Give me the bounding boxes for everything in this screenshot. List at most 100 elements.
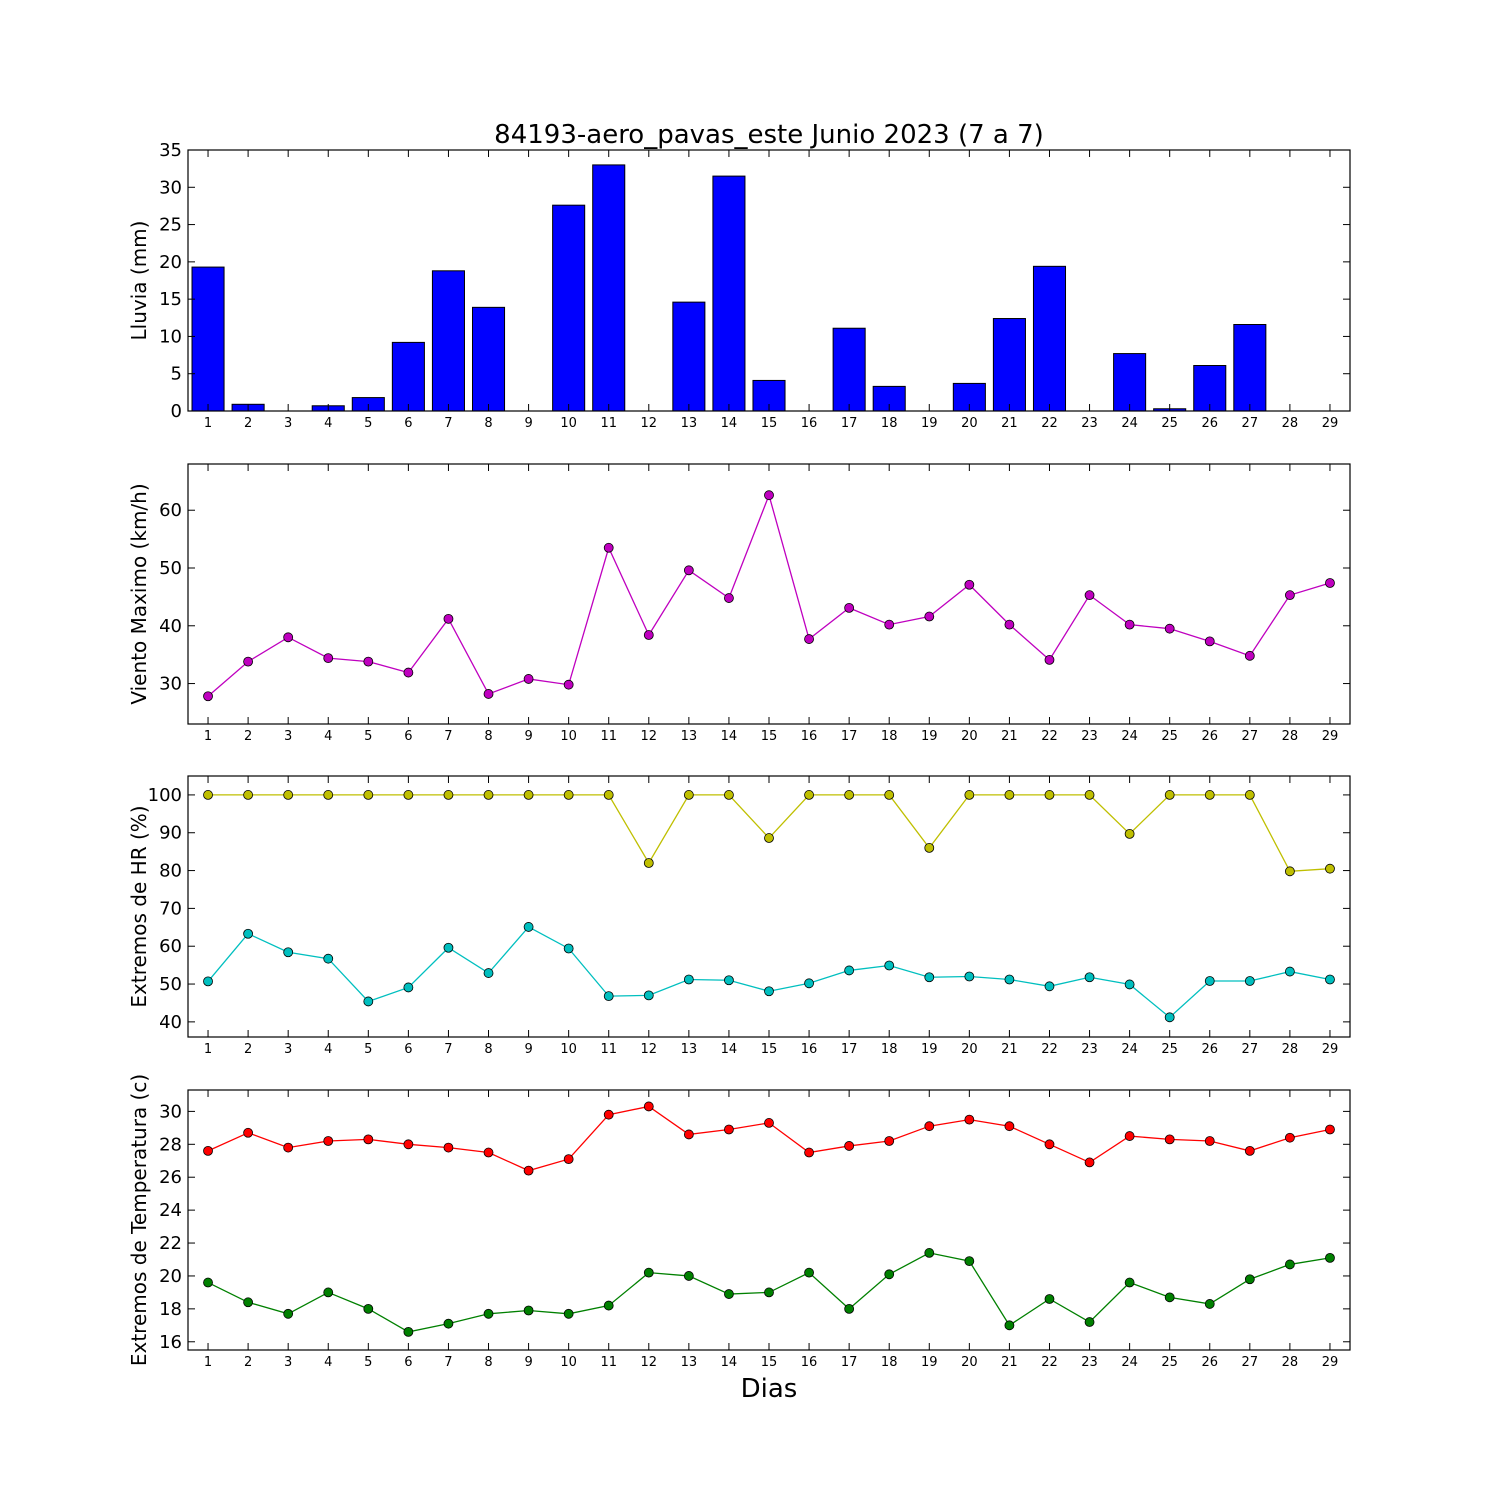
humidity-series-1-point-day-11 <box>603 991 614 1002</box>
rain-xtick-label: 6 <box>404 416 412 431</box>
wind-series-0-point-day-28 <box>1285 590 1295 601</box>
temperature-ytick-label: 30 <box>159 1101 182 1122</box>
temperature-xtick-label: 5 <box>364 1355 372 1370</box>
temperature-series-1-point-day-9 <box>523 1305 534 1316</box>
humidity-series-0-point-day-23 <box>1084 790 1095 800</box>
temperature-series-1-point-day-20 <box>964 1256 975 1267</box>
wind-xtick-label: 29 <box>1322 729 1339 744</box>
rain-xtick-label: 25 <box>1161 416 1178 431</box>
humidity-xtick-label: 29 <box>1322 1042 1339 1057</box>
temperature-series-1-point-day-27 <box>1244 1274 1255 1285</box>
temperature-series-0-point-day-29 <box>1325 1124 1335 1135</box>
wind-xtick-label: 8 <box>484 729 492 744</box>
humidity-xtick-label: 8 <box>484 1042 492 1057</box>
rain-ytick-label: 0 <box>171 401 182 422</box>
humidity-series-1-point-day-23 <box>1084 972 1095 983</box>
humidity-series-0-point-day-17 <box>844 790 855 800</box>
rain-bar-day-22 <box>1032 265 1067 412</box>
wind-y-axis-label: Viento Maximo (km/h) <box>127 483 151 704</box>
wind-xtick-label: 16 <box>801 729 818 744</box>
wind-xtick-label: 10 <box>560 729 577 744</box>
temperature-series-1-point-day-2 <box>243 1297 254 1308</box>
temperature-series-1-point-day-19 <box>924 1248 935 1258</box>
humidity-series-1-point-day-5 <box>363 996 374 1007</box>
humidity-series-0-point-day-18 <box>884 790 895 800</box>
humidity-series-1-point-day-7 <box>443 942 454 953</box>
humidity-xtick-label: 4 <box>324 1042 332 1057</box>
temperature-series-1-point-day-28 <box>1285 1259 1295 1270</box>
humidity-xtick-label: 18 <box>881 1042 898 1057</box>
temperature-series-0-point-day-6 <box>403 1139 414 1150</box>
wind-xtick-label: 26 <box>1201 729 1218 744</box>
rain-xtick-label: 5 <box>364 416 372 431</box>
wind-series-0-point-day-7 <box>443 613 454 624</box>
humidity-series-0-point-day-11 <box>603 790 614 800</box>
humidity-series-0-point-day-8 <box>483 790 494 800</box>
rain-bar-day-10 <box>552 204 586 412</box>
rain-bar-day-17 <box>832 327 866 412</box>
humidity-series-0-point-day-21 <box>1004 790 1015 800</box>
wind-series-0-point-day-27 <box>1244 650 1255 661</box>
humidity-series-0-point-day-13 <box>683 790 694 800</box>
temperature-xtick-label: 7 <box>444 1355 452 1370</box>
temperature-series-1-point-day-17 <box>844 1303 855 1314</box>
temperature-series-0-point-day-23 <box>1084 1157 1095 1168</box>
wind-series-0-point-day-12 <box>643 630 654 640</box>
temperature-xtick-label: 27 <box>1242 1355 1259 1370</box>
humidity-series-1-point-day-17 <box>844 965 855 976</box>
wind-series-0-point-day-24 <box>1124 619 1135 630</box>
rain-xtick-label: 12 <box>641 416 658 431</box>
wind-series-0-point-day-2 <box>243 656 254 667</box>
temperature-xtick-label: 26 <box>1201 1355 1218 1370</box>
temperature-series-0-point-day-2 <box>243 1127 254 1138</box>
wind-series-0-point-day-17 <box>844 602 855 613</box>
rain-xtick-label: 7 <box>444 416 452 431</box>
humidity-series-1-point-day-25 <box>1164 1012 1175 1023</box>
wind-xtick-label: 21 <box>1001 729 1018 744</box>
rain-bar-day-6 <box>391 341 425 412</box>
humidity-xtick-label: 16 <box>801 1042 818 1057</box>
humidity-series-1-point-day-18 <box>884 960 895 971</box>
temperature-series-0-point-day-13 <box>683 1129 694 1140</box>
wind-series-0-point-day-3 <box>283 632 294 643</box>
humidity-series-0-point-day-10 <box>563 790 574 800</box>
rain-ytick-label: 25 <box>159 215 182 236</box>
temperature-xtick-label: 19 <box>921 1355 938 1370</box>
humidity-xtick-label: 28 <box>1282 1042 1299 1057</box>
humidity-series-0-point-day-26 <box>1204 790 1215 800</box>
humidity-series-1-point-day-9 <box>523 922 534 932</box>
humidity-series-0-point-day-9 <box>523 790 534 800</box>
temperature-series-0-point-day-26 <box>1204 1136 1215 1146</box>
rain-xtick-label: 11 <box>600 416 617 431</box>
rain-bar-day-11 <box>592 164 626 412</box>
humidity-series-0-point-day-27 <box>1244 790 1255 800</box>
temperature-series-0-point-day-14 <box>724 1124 734 1135</box>
temperature-xtick-label: 4 <box>324 1355 332 1370</box>
rain-bar-day-27 <box>1233 324 1267 412</box>
temperature-xtick-label: 17 <box>841 1355 858 1370</box>
wind-xtick-label: 17 <box>841 729 858 744</box>
temperature-xtick-label: 16 <box>801 1355 818 1370</box>
temperature-series-1-point-day-13 <box>683 1271 694 1281</box>
wind-series-0-point-day-9 <box>523 674 534 684</box>
temperature-series-0-point-day-20 <box>964 1114 975 1125</box>
temperature-xtick-label: 25 <box>1161 1355 1178 1370</box>
wind-xtick-label: 27 <box>1242 729 1259 744</box>
temperature-xtick-label: 15 <box>761 1355 778 1370</box>
humidity-series-1-point-day-14 <box>724 975 734 986</box>
humidity-series-0-point-day-1 <box>203 790 213 800</box>
humidity-series-0-point-day-28 <box>1285 866 1295 877</box>
temperature-ytick-label: 24 <box>159 1200 182 1221</box>
humidity-xtick-label: 19 <box>921 1042 938 1057</box>
wind-series-0-point-day-10 <box>563 679 574 690</box>
humidity-xtick-label: 9 <box>524 1042 532 1057</box>
wind-xtick-label: 7 <box>444 729 452 744</box>
humidity-xtick-label: 1 <box>204 1042 212 1057</box>
wind-series-0-point-day-16 <box>804 634 814 644</box>
humidity-series-0-point-day-29 <box>1325 863 1335 874</box>
temperature-series-1-point-day-10 <box>563 1308 574 1319</box>
temperature-series-1-point-day-18 <box>884 1269 895 1280</box>
humidity-series-0-point-day-3 <box>283 790 294 800</box>
humidity-series-1-point-day-6 <box>403 982 414 993</box>
temperature-series-1-point-day-8 <box>483 1308 494 1319</box>
